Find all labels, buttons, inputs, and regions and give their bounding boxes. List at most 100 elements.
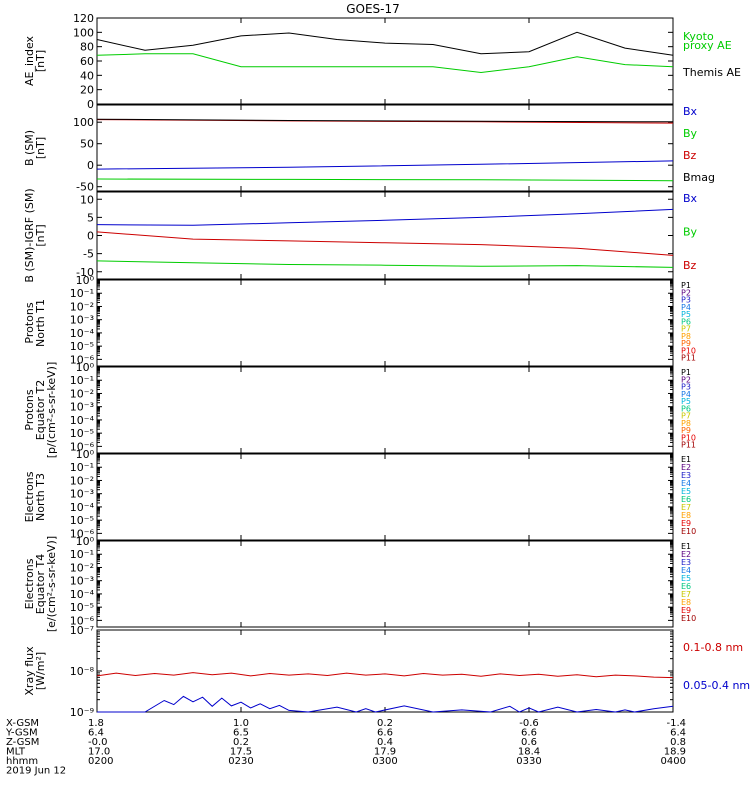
y-tick-label: 10⁻⁶ [70, 527, 95, 540]
x-tick-value: -0.0 [88, 737, 108, 748]
y-tick-label: 10⁰ [76, 361, 95, 374]
y-axis-label-line: Equator T2 [34, 380, 47, 440]
legend-label: E6 [681, 495, 691, 504]
legend-label: P7 [681, 412, 691, 421]
legend-label: E4 [681, 566, 691, 575]
y-tick-label: -10 [76, 266, 94, 279]
legend-label: Bz [683, 149, 697, 162]
series-line-4 [96, 118, 674, 123]
x-tick-value: -0.6 [519, 718, 539, 729]
y-tick-label: 120 [73, 12, 94, 25]
x-tick-value: 0300 [372, 756, 397, 767]
series-line-2 [96, 53, 674, 74]
y-tick-label: 10⁰ [76, 448, 95, 461]
y-tick-label: 10⁻⁷ [70, 624, 94, 637]
series-line-3 [96, 231, 674, 256]
legend-label: Themis AE [682, 66, 741, 79]
legend-label: E8 [681, 511, 691, 520]
series-line-2 [97, 695, 674, 713]
x-tick-value: 6.6 [521, 728, 537, 739]
legend-label: 0.05-0.4 nm [683, 679, 750, 692]
y-tick-label: 0 [87, 159, 94, 172]
legend-label: Bx [683, 192, 698, 205]
y-tick-label: 20 [80, 84, 94, 97]
y-tick-label: 10⁻⁶ [70, 440, 95, 453]
legend-label: P5 [681, 310, 691, 319]
y-axis-label-line: Xray flux [23, 646, 36, 696]
panel-frame [96, 17, 674, 105]
y-axis-label-line: B (SM)-IGRF (SM) [23, 188, 36, 282]
series-line-2 [96, 178, 674, 182]
x-tick-value: 18.4 [518, 747, 540, 758]
y-tick-label: 10⁻³ [70, 488, 94, 501]
y-axis-label-line: Electrons [23, 558, 36, 609]
y-tick-label: 10⁻⁵ [70, 427, 94, 440]
legend-label: proxy AE [683, 39, 732, 52]
y-axis-label-line: [p/(cm²-s-sr-keV)] [45, 362, 58, 459]
legend-label: E10 [681, 614, 696, 623]
series-line-1 [96, 672, 674, 679]
legend-label: By [683, 127, 698, 140]
legend-label: P9 [681, 339, 691, 348]
legend-label: P4 [681, 303, 691, 312]
legend-label: E3 [681, 558, 691, 567]
legend-label: By [683, 226, 698, 239]
y-tick-label: 40 [80, 69, 94, 82]
y-tick-label: 10⁻² [70, 387, 94, 400]
y-tick-label: 10⁻³ [70, 314, 94, 327]
panel-frame [96, 629, 674, 713]
x-tick-value: 0400 [661, 756, 686, 767]
legend-label: E10 [681, 527, 696, 536]
y-tick-label: 10⁻⁴ [70, 588, 95, 601]
legend-label: P10 [681, 346, 696, 355]
legend-label: E2 [681, 550, 691, 559]
y-tick-label: 10⁰ [76, 274, 95, 287]
legend-label: E5 [681, 487, 691, 496]
x-row-label: hhmm [6, 756, 38, 767]
y-axis-label-line: [W/m²] [34, 652, 47, 690]
x-row-label: 2019 Jun 12 [6, 766, 66, 777]
legend-label: P6 [681, 317, 691, 326]
y-tick-label: 10⁻³ [70, 575, 94, 588]
x-row-label: Y-GSM [5, 728, 38, 739]
legend-label: P9 [681, 426, 691, 435]
y-tick-label: 5 [87, 211, 94, 224]
x-tick-value: 0.2 [377, 718, 393, 729]
y-tick-label: 10⁻⁶ [70, 614, 95, 627]
legend-label: E7 [681, 590, 691, 599]
legend-label: E5 [681, 574, 691, 583]
series-line-2 [96, 260, 674, 268]
legend-label: E8 [681, 598, 691, 607]
panel-3: -10 -5 0 5 10 B (SM)-IGRF (SM)[nT] Bx By Bz [23, 188, 698, 282]
y-tick-label: 10⁻⁵ [70, 340, 94, 353]
x-tick-value: 6.6 [377, 728, 393, 739]
x-tick-value: 0230 [228, 756, 253, 767]
x-tick-value: 18.9 [664, 747, 686, 758]
panel-8: 10⁻⁹ 10⁻⁸ 10⁻⁷ Xray flux[W/m²] 0.1-0.8 nm 0.0… [23, 624, 750, 719]
legend-label: Bmag [683, 171, 715, 184]
legend-label: P11 [681, 441, 696, 450]
y-tick-label: 0 [87, 230, 94, 243]
x-tick-value: 17.5 [230, 747, 252, 758]
x-tick-value: 0330 [516, 756, 541, 767]
legend-label: P8 [681, 419, 691, 428]
x-tick-value: 6.4 [88, 728, 104, 739]
x-tick-value: 1.0 [233, 718, 249, 729]
legend-label: P3 [681, 383, 691, 392]
panel-2: -50 0 50 100 B (SM)[nT] Bx By Bz Bmag [23, 104, 715, 194]
y-axis-label-line: [nT] [34, 50, 47, 72]
y-axis-label-line: AE_index [23, 35, 36, 86]
y-tick-label: 10⁻¹ [70, 548, 94, 561]
panel-frame [96, 366, 674, 454]
y-axis-label-line: North T1 [34, 299, 47, 347]
y-tick-label: 100 [73, 116, 94, 129]
legend-label: P8 [681, 332, 691, 341]
y-tick-label: 10⁻¹ [70, 287, 94, 300]
y-tick-label: 10⁻² [70, 474, 94, 487]
legend-label: E6 [681, 582, 691, 591]
